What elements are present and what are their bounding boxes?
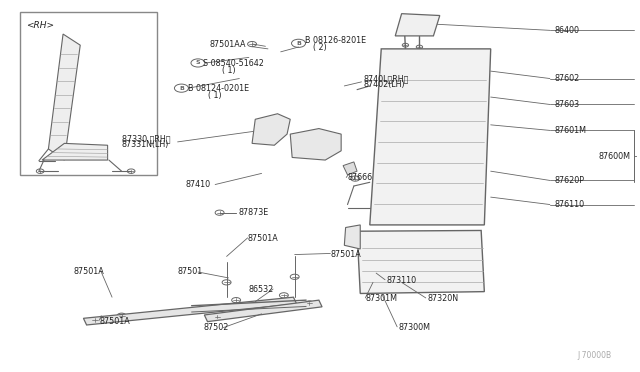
Polygon shape bbox=[291, 129, 341, 160]
Text: 87603: 87603 bbox=[554, 100, 579, 109]
Polygon shape bbox=[344, 225, 360, 249]
Text: 87300M: 87300M bbox=[399, 323, 431, 332]
Polygon shape bbox=[42, 143, 108, 160]
Text: 87501A: 87501A bbox=[99, 317, 130, 326]
Polygon shape bbox=[396, 14, 440, 36]
Text: 87330 〈RH〉: 87330 〈RH〉 bbox=[122, 134, 170, 143]
Text: 87331N(LH): 87331N(LH) bbox=[122, 140, 169, 150]
Text: 87501A: 87501A bbox=[330, 250, 361, 259]
Text: 87410: 87410 bbox=[185, 180, 211, 189]
Text: 87620P: 87620P bbox=[554, 176, 584, 185]
Text: B 08126-8201E: B 08126-8201E bbox=[305, 36, 366, 45]
Text: 876110: 876110 bbox=[554, 200, 584, 209]
Text: 87666: 87666 bbox=[348, 173, 372, 182]
Text: ( 1): ( 1) bbox=[222, 66, 236, 75]
Polygon shape bbox=[357, 231, 484, 294]
Text: 8740L〈RH〉: 8740L〈RH〉 bbox=[364, 74, 409, 83]
Text: S 08540-51642: S 08540-51642 bbox=[203, 59, 264, 68]
Polygon shape bbox=[370, 49, 491, 225]
Text: J 70000B: J 70000B bbox=[577, 351, 612, 360]
Text: 87301M: 87301M bbox=[365, 294, 397, 303]
Text: 87501A: 87501A bbox=[74, 267, 104, 276]
Text: ( 1): ( 1) bbox=[208, 91, 222, 100]
Text: B 08124-0201E: B 08124-0201E bbox=[188, 84, 249, 93]
Polygon shape bbox=[343, 162, 357, 175]
Text: B: B bbox=[296, 41, 301, 46]
Text: 87501AA: 87501AA bbox=[209, 39, 246, 49]
Text: ( 2): ( 2) bbox=[312, 42, 326, 51]
Text: 86532: 86532 bbox=[249, 285, 274, 294]
Text: 87501: 87501 bbox=[178, 267, 203, 276]
Bar bbox=[20, 12, 157, 175]
Text: 86400: 86400 bbox=[554, 26, 579, 35]
Text: 87320N: 87320N bbox=[427, 294, 458, 303]
Text: <RH>: <RH> bbox=[26, 21, 54, 30]
Text: 87873E: 87873E bbox=[238, 208, 268, 217]
Polygon shape bbox=[83, 297, 296, 325]
Polygon shape bbox=[204, 300, 322, 322]
Text: S: S bbox=[196, 61, 200, 65]
Text: 87602: 87602 bbox=[554, 74, 580, 83]
Text: 87501A: 87501A bbox=[248, 234, 278, 243]
Polygon shape bbox=[49, 34, 80, 160]
Text: B: B bbox=[179, 86, 184, 91]
Text: 87402(LH): 87402(LH) bbox=[364, 80, 405, 89]
Text: 87601M: 87601M bbox=[554, 126, 586, 135]
Text: 873110: 873110 bbox=[387, 276, 417, 285]
Polygon shape bbox=[252, 114, 291, 145]
Text: 87600M: 87600M bbox=[599, 152, 631, 161]
Text: 87502: 87502 bbox=[203, 323, 228, 332]
